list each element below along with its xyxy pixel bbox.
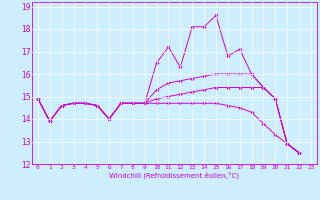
X-axis label: Windchill (Refroidissement éolien,°C): Windchill (Refroidissement éolien,°C) (109, 172, 239, 179)
